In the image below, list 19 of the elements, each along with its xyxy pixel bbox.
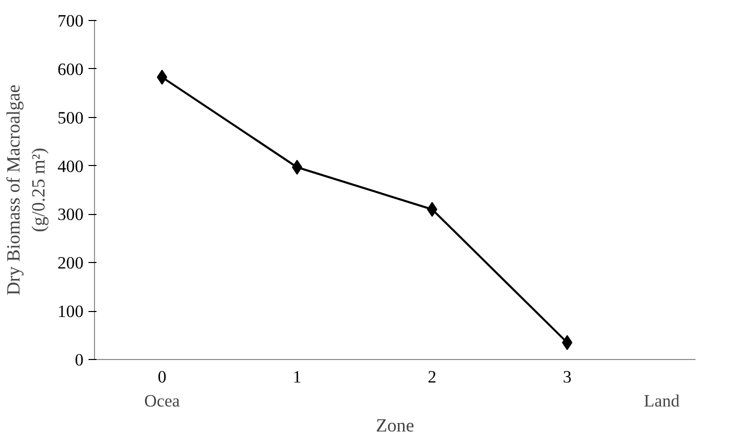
y-tick-label: 700 bbox=[58, 12, 84, 30]
text: Ocea bbox=[144, 392, 180, 410]
y-axis-title: Dry Biomass of Macroalgae (g/0.25 m²) bbox=[3, 84, 50, 296]
y-tick-label: 500 bbox=[58, 108, 84, 128]
x-tick-label: 3 bbox=[562, 368, 572, 386]
y-tick-label: 400 bbox=[58, 156, 84, 176]
y-tick-label: 200 bbox=[58, 254, 84, 273]
point bbox=[426, 202, 438, 217]
point bbox=[292, 160, 302, 175]
point bbox=[156, 70, 168, 85]
x-tick-label: 0 bbox=[158, 368, 166, 386]
y-tick-label: 300 bbox=[58, 205, 84, 224]
y-tick-label: 600 bbox=[58, 60, 84, 79]
x-tick-label: 2 bbox=[428, 368, 436, 386]
y-tick-label: 0 bbox=[74, 350, 84, 370]
x-tick-label: 1 bbox=[292, 368, 302, 386]
y-tick-label: 100 bbox=[58, 302, 84, 322]
x-axis-title: Zone bbox=[376, 416, 414, 436]
text: Land bbox=[644, 392, 680, 410]
